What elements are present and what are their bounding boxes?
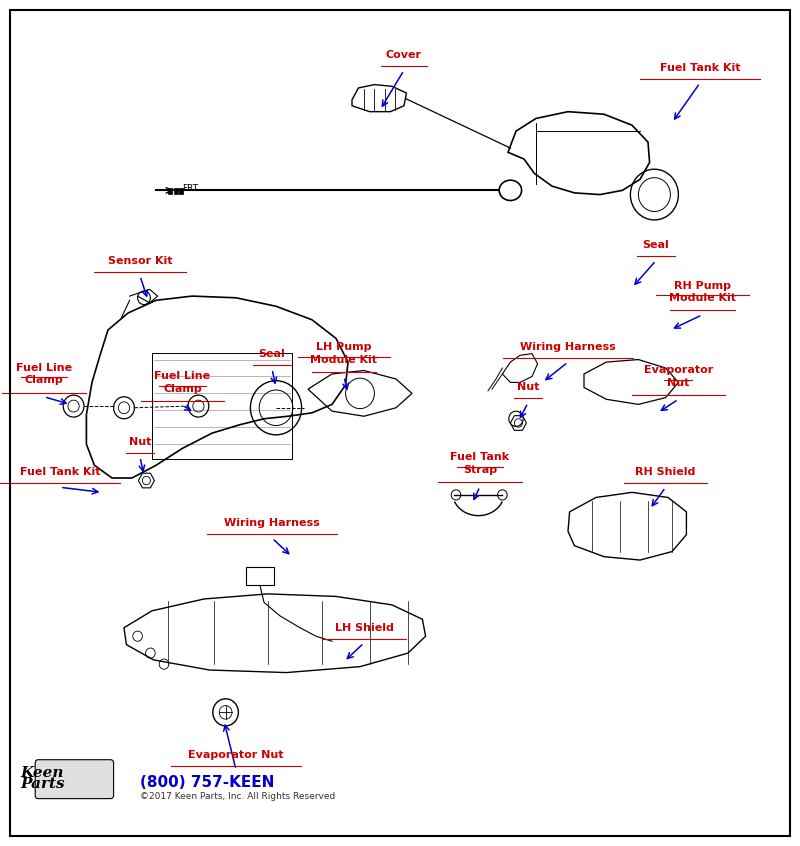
Text: LH Pump
Module Kit: LH Pump Module Kit (310, 343, 378, 365)
Circle shape (498, 490, 507, 500)
Text: LH Shield: LH Shield (334, 623, 394, 633)
Polygon shape (510, 415, 526, 431)
Text: Seal: Seal (258, 349, 286, 359)
Circle shape (451, 490, 461, 500)
Text: Evaporator Nut: Evaporator Nut (188, 750, 284, 760)
Text: Fuel Tank Kit: Fuel Tank Kit (660, 63, 740, 73)
Bar (179, 188, 183, 194)
Text: Seal: Seal (642, 240, 670, 250)
Text: Fuel Tank Kit: Fuel Tank Kit (20, 467, 100, 477)
Text: Fuel Line
Clamp: Fuel Line Clamp (154, 371, 210, 393)
Text: Parts: Parts (20, 777, 65, 792)
Text: Nut: Nut (129, 437, 151, 447)
Ellipse shape (499, 180, 522, 201)
Bar (152, 353, 292, 459)
Text: ©2017 Keen Parts, Inc. All Rights Reserved: ©2017 Keen Parts, Inc. All Rights Reserv… (140, 793, 335, 801)
Text: RH Shield: RH Shield (635, 467, 696, 477)
Text: Keen: Keen (20, 766, 63, 780)
FancyBboxPatch shape (35, 760, 114, 799)
Text: Fuel Tank
Strap: Fuel Tank Strap (450, 453, 510, 475)
Text: RH Pump
Module Kit: RH Pump Module Kit (669, 281, 736, 303)
Bar (246, 567, 274, 585)
Polygon shape (138, 473, 154, 488)
Bar (174, 188, 178, 194)
Text: Sensor Kit: Sensor Kit (108, 255, 172, 266)
Text: Fuel Line
Clamp: Fuel Line Clamp (16, 363, 72, 385)
Text: Wiring Harness: Wiring Harness (224, 518, 320, 528)
Bar (168, 188, 172, 194)
Text: (800) 757-KEEN: (800) 757-KEEN (140, 775, 274, 790)
Text: Cover: Cover (386, 50, 422, 60)
Text: FRT: FRT (182, 184, 198, 193)
Text: Nut: Nut (517, 382, 539, 393)
Text: Evaporator
Nut: Evaporator Nut (644, 365, 713, 387)
Text: Wiring Harness: Wiring Harness (520, 342, 616, 352)
